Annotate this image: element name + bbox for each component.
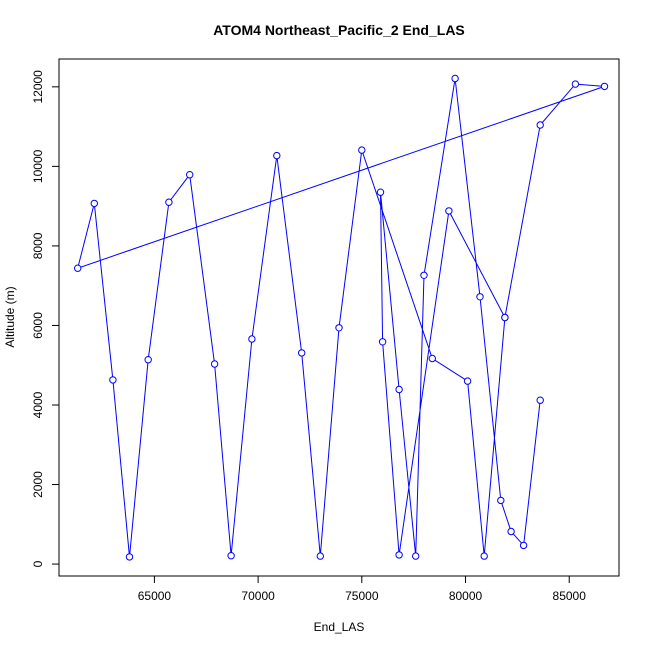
data-point bbox=[248, 335, 256, 343]
chart-title: ATOM4 Northeast_Pacific_2 End_LAS bbox=[213, 22, 465, 38]
data-point bbox=[125, 553, 134, 561]
plot-frame bbox=[58, 58, 620, 577]
data-point bbox=[420, 271, 428, 279]
data-point bbox=[210, 360, 219, 368]
data-point bbox=[480, 552, 488, 560]
data-point bbox=[395, 385, 403, 394]
data-point bbox=[600, 82, 609, 91]
data-point bbox=[378, 338, 387, 346]
y-axis-label: Altitude (m) bbox=[3, 286, 17, 347]
data-point bbox=[395, 551, 403, 559]
y-axis: 0 2000 4000 6000 8000 10000 12000 bbox=[31, 70, 60, 567]
data-point bbox=[358, 146, 366, 154]
x-tick-label: 85000 bbox=[553, 589, 587, 603]
x-axis: 65000 70000 75000 80000 85000 bbox=[138, 575, 587, 603]
data-point bbox=[451, 74, 459, 83]
x-tick-label: 65000 bbox=[138, 589, 172, 603]
data-point bbox=[165, 198, 173, 206]
data-point bbox=[144, 356, 152, 364]
data-point bbox=[501, 313, 509, 322]
data-point bbox=[476, 293, 484, 301]
x-tick-label: 80000 bbox=[449, 589, 483, 603]
data-point bbox=[445, 207, 453, 215]
y-tick-label: 8000 bbox=[31, 232, 45, 259]
data-point bbox=[74, 264, 82, 272]
y-tick-label: 0 bbox=[31, 560, 45, 567]
data-point bbox=[376, 188, 385, 196]
y-tick-label: 4000 bbox=[31, 391, 45, 418]
data-point bbox=[316, 552, 324, 560]
data-point bbox=[298, 349, 306, 357]
data-point bbox=[571, 80, 580, 88]
data-point bbox=[412, 552, 420, 560]
data-point bbox=[519, 541, 528, 550]
y-tick-label: 2000 bbox=[31, 471, 45, 498]
data-point bbox=[463, 377, 472, 385]
series-layer bbox=[74, 74, 609, 561]
series-line bbox=[76, 78, 605, 557]
y-tick-label: 12000 bbox=[31, 70, 45, 104]
x-tick-label: 75000 bbox=[345, 589, 379, 603]
x-axis-label: End_LAS bbox=[314, 620, 365, 634]
data-point bbox=[273, 151, 281, 160]
data-point bbox=[335, 324, 343, 332]
y-tick-label: 10000 bbox=[31, 149, 45, 183]
data-point bbox=[497, 496, 505, 505]
y-tick-label: 6000 bbox=[31, 312, 45, 339]
data-point bbox=[536, 121, 544, 129]
data-point bbox=[507, 527, 515, 536]
data-point bbox=[428, 354, 436, 363]
data-point bbox=[186, 171, 194, 179]
data-point bbox=[109, 376, 117, 384]
data-point bbox=[227, 552, 235, 560]
x-tick-label: 70000 bbox=[241, 589, 275, 603]
data-point bbox=[90, 199, 99, 208]
data-point bbox=[536, 396, 544, 404]
